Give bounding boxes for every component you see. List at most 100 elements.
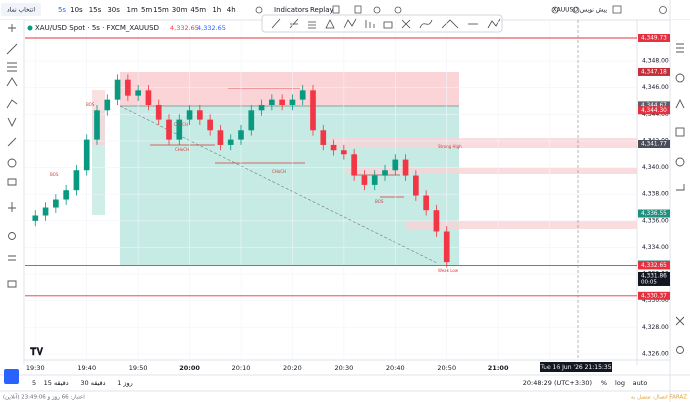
icon: [572, 6, 580, 14]
annotation: CHoCH: [272, 169, 286, 174]
candle-body: [392, 159, 399, 171]
candle-body: [299, 90, 306, 100]
x-tick-label: 19:40: [77, 364, 96, 372]
scroll-button[interactable]: [4, 369, 19, 384]
tool[interactable]: [7, 158, 17, 168]
replay-button[interactable]: Replay: [310, 6, 334, 14]
tool[interactable]: [343, 18, 357, 29]
tool[interactable]: [7, 178, 17, 186]
price-badge-label: 4,349.73: [641, 35, 667, 41]
price-badge-label: 4,336.55: [641, 211, 667, 217]
legend-ask: 4,332.65: [197, 24, 226, 32]
symbol-button-label[interactable]: انتخاب نماد: [7, 7, 35, 14]
tool[interactable]: [676, 184, 685, 191]
tool[interactable]: [401, 19, 411, 29]
y-tick-label: 4,336.00: [642, 217, 669, 224]
candle-body: [217, 130, 224, 145]
range[interactable]: 15 دقیقه: [44, 379, 69, 387]
annotation: BOS: [375, 199, 384, 204]
candle-body: [371, 175, 378, 185]
tool[interactable]: [308, 21, 316, 29]
connection: اتصال: متصل به FARAZ: [631, 395, 687, 401]
tool[interactable]: [7, 62, 17, 72]
tool[interactable]: [289, 18, 299, 29]
range[interactable]: 5: [32, 379, 36, 387]
price-badge-label: 4,344.67: [641, 103, 667, 109]
symbol-button[interactable]: [1, 3, 41, 16]
auto-toggle[interactable]: auto: [633, 379, 648, 387]
tool[interactable]: [675, 73, 685, 83]
candle-body: [83, 139, 90, 171]
x-tick-label: 20:50: [437, 364, 456, 372]
tool[interactable]: [419, 19, 433, 29]
tool[interactable]: [7, 117, 17, 128]
range[interactable]: 1 روز: [117, 379, 133, 387]
range[interactable]: 30 دقیقه: [80, 379, 105, 387]
timeframe[interactable]: 1h: [212, 6, 221, 14]
timeframe[interactable]: 45m: [190, 6, 206, 14]
timeframe[interactable]: 30s: [107, 6, 120, 14]
tool[interactable]: [441, 19, 459, 29]
icon: [612, 5, 622, 14]
timeframe[interactable]: 15s: [89, 6, 102, 14]
tool[interactable]: [675, 157, 685, 167]
candle-body: [433, 210, 440, 232]
tool[interactable]: [8, 232, 16, 240]
x-tick-label: 19:30: [26, 364, 45, 372]
tool[interactable]: [383, 21, 393, 29]
timeframe[interactable]: 15m: [153, 6, 169, 14]
candle-body: [145, 90, 152, 105]
icon: [373, 6, 381, 14]
tool[interactable]: [7, 280, 17, 288]
tool[interactable]: [365, 20, 375, 28]
price-badge: [638, 33, 670, 42]
supply-zone: [330, 138, 637, 148]
toolbar-icons: [255, 5, 667, 14]
price-badge-label: 4,344.30: [641, 108, 667, 114]
tool[interactable]: [675, 127, 685, 137]
price-badge: [638, 101, 670, 110]
price-badge-countdown: 00:05: [641, 279, 657, 285]
tool[interactable]: [8, 24, 16, 32]
icon: [551, 6, 559, 14]
timeframe[interactable]: 10s: [70, 6, 83, 14]
tool[interactable]: [675, 98, 685, 109]
price-badge: [638, 261, 670, 270]
candle-body: [166, 119, 172, 140]
candle-body: [269, 99, 275, 105]
candle-body: [248, 110, 255, 131]
left-toolbar: [0, 20, 24, 365]
timeframe[interactable]: 5s: [58, 6, 66, 14]
tool[interactable]: [6, 99, 18, 109]
price-badge: [638, 67, 670, 76]
x-tick-label: 20:20: [283, 364, 302, 372]
tool[interactable]: [676, 43, 684, 53]
tool[interactable]: [676, 346, 684, 354]
tool[interactable]: [7, 137, 17, 147]
tool[interactable]: [325, 19, 335, 29]
layout-name[interactable]: XAUUSD پیش نویس: [553, 7, 608, 14]
price-badge-label: 4,347.18: [641, 69, 667, 75]
tool[interactable]: [675, 316, 685, 326]
timeframe[interactable]: 30m: [172, 6, 188, 14]
percent-toggle[interactable]: %: [601, 379, 607, 387]
candle-body: [351, 154, 357, 176]
indicators-button[interactable]: Indicators: [274, 6, 309, 14]
timeframe[interactable]: 5m: [141, 6, 152, 14]
x-tick-label: 21:10: [540, 364, 559, 372]
candle-body: [197, 110, 203, 120]
tool[interactable]: [271, 18, 281, 29]
structure-lines: [150, 87, 404, 198]
tool[interactable]: [8, 202, 16, 212]
timeframe[interactable]: 1m: [127, 6, 138, 14]
timeframe[interactable]: 4h: [227, 6, 236, 14]
tool[interactable]: [6, 77, 18, 87]
log-toggle[interactable]: log: [615, 379, 625, 387]
trend-line: [119, 105, 438, 264]
y-tick-label: 4,330.00: [642, 297, 669, 304]
tool[interactable]: [8, 255, 16, 261]
price-badge: [638, 106, 670, 115]
tool[interactable]: [6, 43, 18, 55]
